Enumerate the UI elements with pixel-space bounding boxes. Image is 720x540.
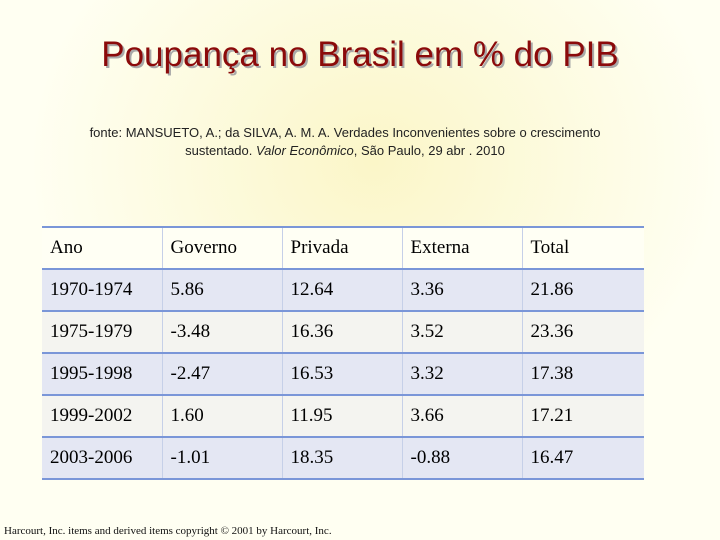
cell-total: 17.38 [521,353,644,396]
cell-privada: 16.36 [281,311,402,354]
cell-externa: 3.66 [401,395,522,438]
column-header-externa: Externa [401,226,522,270]
cell-ano: 1970-1974 [42,269,162,312]
copyright-footer: Harcourt, Inc. items and derived items c… [4,525,332,537]
cell-total: 16.47 [521,437,644,480]
table-row: 1999-2002 1.60 11.95 3.66 17.21 [42,395,644,438]
cell-ano: 2003-2006 [42,437,162,480]
cell-governo: 1.60 [161,395,282,438]
table-row: 1970-1974 5.86 12.64 3.36 21.86 [42,269,644,312]
cell-privada: 16.53 [281,353,402,396]
cell-ano: 1999-2002 [42,395,162,438]
source-journal: Valor Econômico [255,143,354,158]
cell-total: 17.21 [521,395,644,438]
cell-ano: 1995-1998 [42,353,162,396]
source-citation-details: , São Paulo, 29 abr . 2010 [353,143,505,158]
cell-governo: -1.01 [161,437,282,480]
table-row: 2003-2006 -1.01 18.35 -0.88 16.47 [42,437,644,480]
cell-externa: 3.36 [401,269,522,312]
cell-governo: -2.47 [161,353,282,396]
table-row: 1995-1998 -2.47 16.53 3.32 17.38 [42,353,644,396]
cell-governo: 5.86 [161,269,282,312]
cell-privada: 18.35 [281,437,402,480]
source-citation: fonte: MANSUETO, A.; da SILVA, A. M. A. … [60,124,630,160]
source-citation-text: fonte: MANSUETO, A.; da SILVA, A. M. A. … [89,125,601,158]
cell-privada: 11.95 [281,395,402,438]
cell-total: 23.36 [521,311,644,354]
column-header-ano: Ano [42,226,162,270]
slide-title: Poupança no Brasil em % do PIB [101,35,619,74]
cell-privada: 12.64 [281,269,402,312]
column-header-governo: Governo [161,226,282,270]
table-row: 1975-1979 -3.48 16.36 3.52 23.36 [42,311,644,354]
column-header-total: Total [521,226,644,270]
cell-externa: 3.52 [401,311,522,354]
cell-governo: -3.48 [161,311,282,354]
cell-externa: -0.88 [401,437,522,480]
column-header-privada: Privada [281,226,402,270]
cell-externa: 3.32 [401,353,522,396]
cell-total: 21.86 [521,269,644,312]
cell-ano: 1975-1979 [42,311,162,354]
table-header-row: Ano Governo Privada Externa Total [42,226,644,270]
savings-table: Ano Governo Privada Externa Total 1970-1… [42,226,644,480]
